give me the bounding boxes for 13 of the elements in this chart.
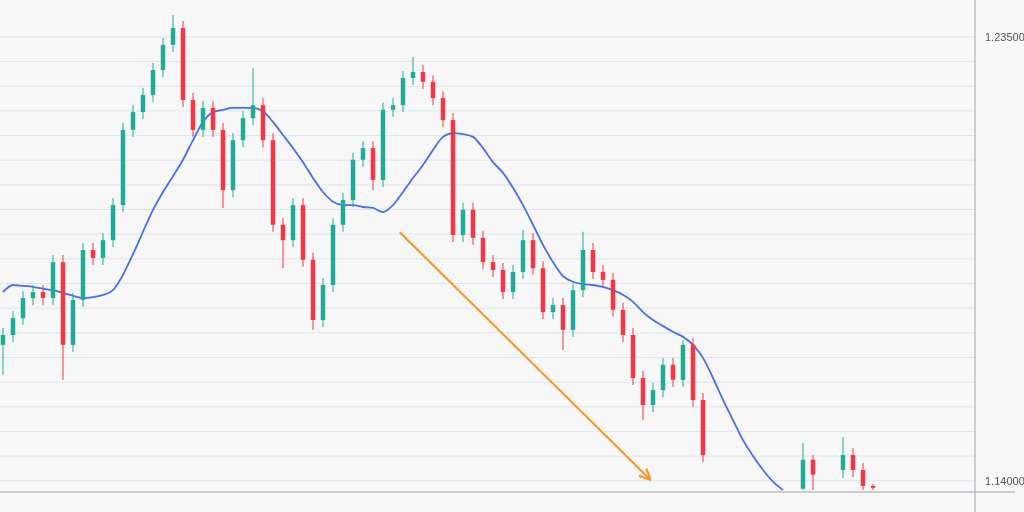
candlestick	[0, 327, 6, 376]
candlestick	[850, 447, 856, 478]
candlestick	[650, 382, 656, 413]
candlestick	[130, 104, 136, 138]
candlestick	[100, 232, 106, 266]
y-tick-label: 1.14000	[985, 474, 1024, 487]
candlestick	[840, 436, 846, 479]
candlestick	[360, 140, 366, 168]
y-tick-label: 1.23500	[985, 30, 1024, 43]
line-series	[2, 107, 784, 492]
candlestick	[420, 64, 426, 90]
candlestick	[390, 97, 396, 118]
candlestick	[670, 357, 676, 388]
